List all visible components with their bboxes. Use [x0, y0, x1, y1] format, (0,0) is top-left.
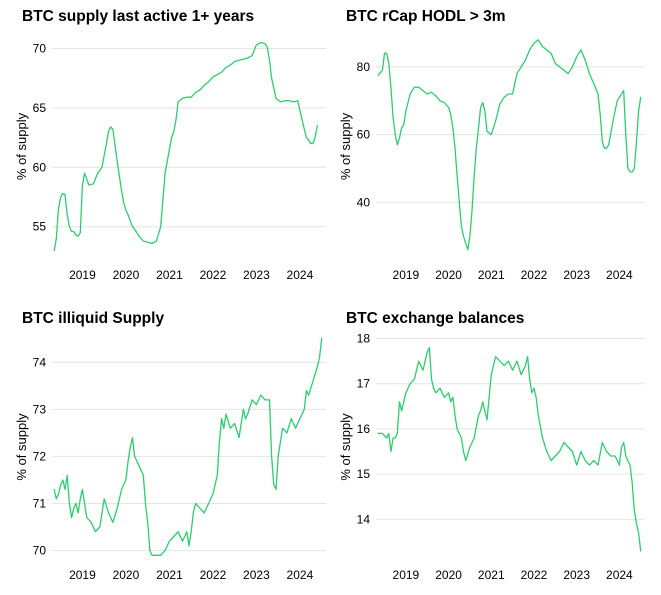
y-tick-label: 70	[33, 41, 47, 55]
y-tick-labels: 40 60 80	[357, 60, 371, 210]
chart-supply-last-active: BTC supply last active 1+ years % of sup…	[14, 8, 326, 282]
series-line	[377, 346, 642, 552]
x-tick-label: 2021	[478, 568, 505, 582]
y-tick-label: 65	[33, 101, 47, 115]
y-tick-label: 73	[33, 402, 47, 416]
y-axis-label: % of supply	[338, 112, 353, 180]
x-tick-label: 2024	[606, 568, 633, 582]
y-tick-label: 71	[33, 497, 47, 511]
gridlines	[52, 47, 326, 228]
chart-illiquid-supply: BTC illiquid Supply % of supply 70 71 72 73…	[14, 310, 326, 582]
x-tick-label: 2020	[435, 568, 462, 582]
gridlines	[376, 338, 645, 520]
x-tick-label: 2019	[69, 268, 96, 282]
y-tick-labels: 55 60 65 70	[33, 41, 47, 233]
x-tick-label: 2020	[113, 568, 140, 582]
x-tick-label: 2023	[563, 568, 590, 582]
x-tick-labels: 2019 2020 2021 2022 2023 2024	[69, 268, 313, 282]
y-tick-label: 40	[357, 195, 371, 209]
x-tick-label: 2022	[200, 268, 227, 282]
y-tick-label: 70	[33, 544, 47, 558]
x-tick-label: 2024	[287, 268, 314, 282]
x-tick-labels: 2019 2020 2021 2022 2023 2024	[393, 268, 634, 282]
y-tick-label: 72	[33, 449, 47, 463]
y-tick-label: 14	[357, 512, 371, 526]
y-tick-label: 15	[357, 467, 371, 481]
chart-title: BTC rCap HODL > 3m	[346, 8, 505, 25]
chart-title: BTC supply last active 1+ years	[22, 8, 254, 25]
x-tick-label: 2019	[393, 568, 420, 582]
y-tick-label: 16	[357, 422, 371, 436]
gridlines	[376, 66, 645, 203]
x-tick-label: 2024	[606, 268, 633, 282]
series-line	[53, 41, 318, 252]
x-tick-label: 2019	[69, 568, 96, 582]
y-tick-label: 74	[33, 355, 47, 369]
x-tick-label: 2023	[563, 268, 590, 282]
x-tick-label: 2024	[287, 568, 314, 582]
x-tick-label: 2022	[200, 568, 227, 582]
series-line	[377, 39, 642, 251]
chart-title: BTC illiquid Supply	[22, 310, 164, 327]
y-axis-label: % of supply	[338, 413, 353, 481]
y-tick-label: 55	[33, 220, 47, 234]
x-tick-label: 2020	[435, 268, 462, 282]
y-axis-label: % of supply	[14, 112, 29, 180]
y-tick-label: 17	[357, 377, 371, 391]
series-line	[53, 338, 323, 556]
x-tick-label: 2021	[478, 268, 505, 282]
x-tick-label: 2019	[393, 268, 420, 282]
y-tick-label: 60	[33, 160, 47, 174]
y-tick-label: 18	[357, 332, 371, 346]
x-tick-label: 2022	[521, 268, 548, 282]
x-tick-label: 2020	[113, 268, 140, 282]
chart-exchange-balances: BTC exchange balances % of supply 14 15 16…	[338, 310, 645, 582]
x-tick-label: 2023	[243, 268, 270, 282]
y-axis-label: % of supply	[14, 413, 29, 481]
chart-rcap-hodl: BTC rCap HODL > 3m % of supply 40 60 80 20…	[338, 8, 645, 282]
y-tick-label: 60	[357, 128, 371, 142]
y-tick-labels: 70 71 72 73 74	[33, 355, 47, 557]
y-tick-labels: 14 15 16 17 18	[357, 332, 371, 527]
x-tick-label: 2022	[521, 568, 548, 582]
x-tick-label: 2021	[156, 268, 183, 282]
x-tick-label: 2021	[156, 568, 183, 582]
chart-title: BTC exchange balances	[346, 310, 524, 327]
y-tick-label: 80	[357, 60, 371, 74]
x-tick-label: 2023	[243, 568, 270, 582]
x-tick-labels: 2019 2020 2021 2022 2023 2024	[393, 568, 634, 582]
gridlines	[52, 361, 326, 552]
x-tick-labels: 2019 2020 2021 2022 2023 2024	[69, 568, 313, 582]
